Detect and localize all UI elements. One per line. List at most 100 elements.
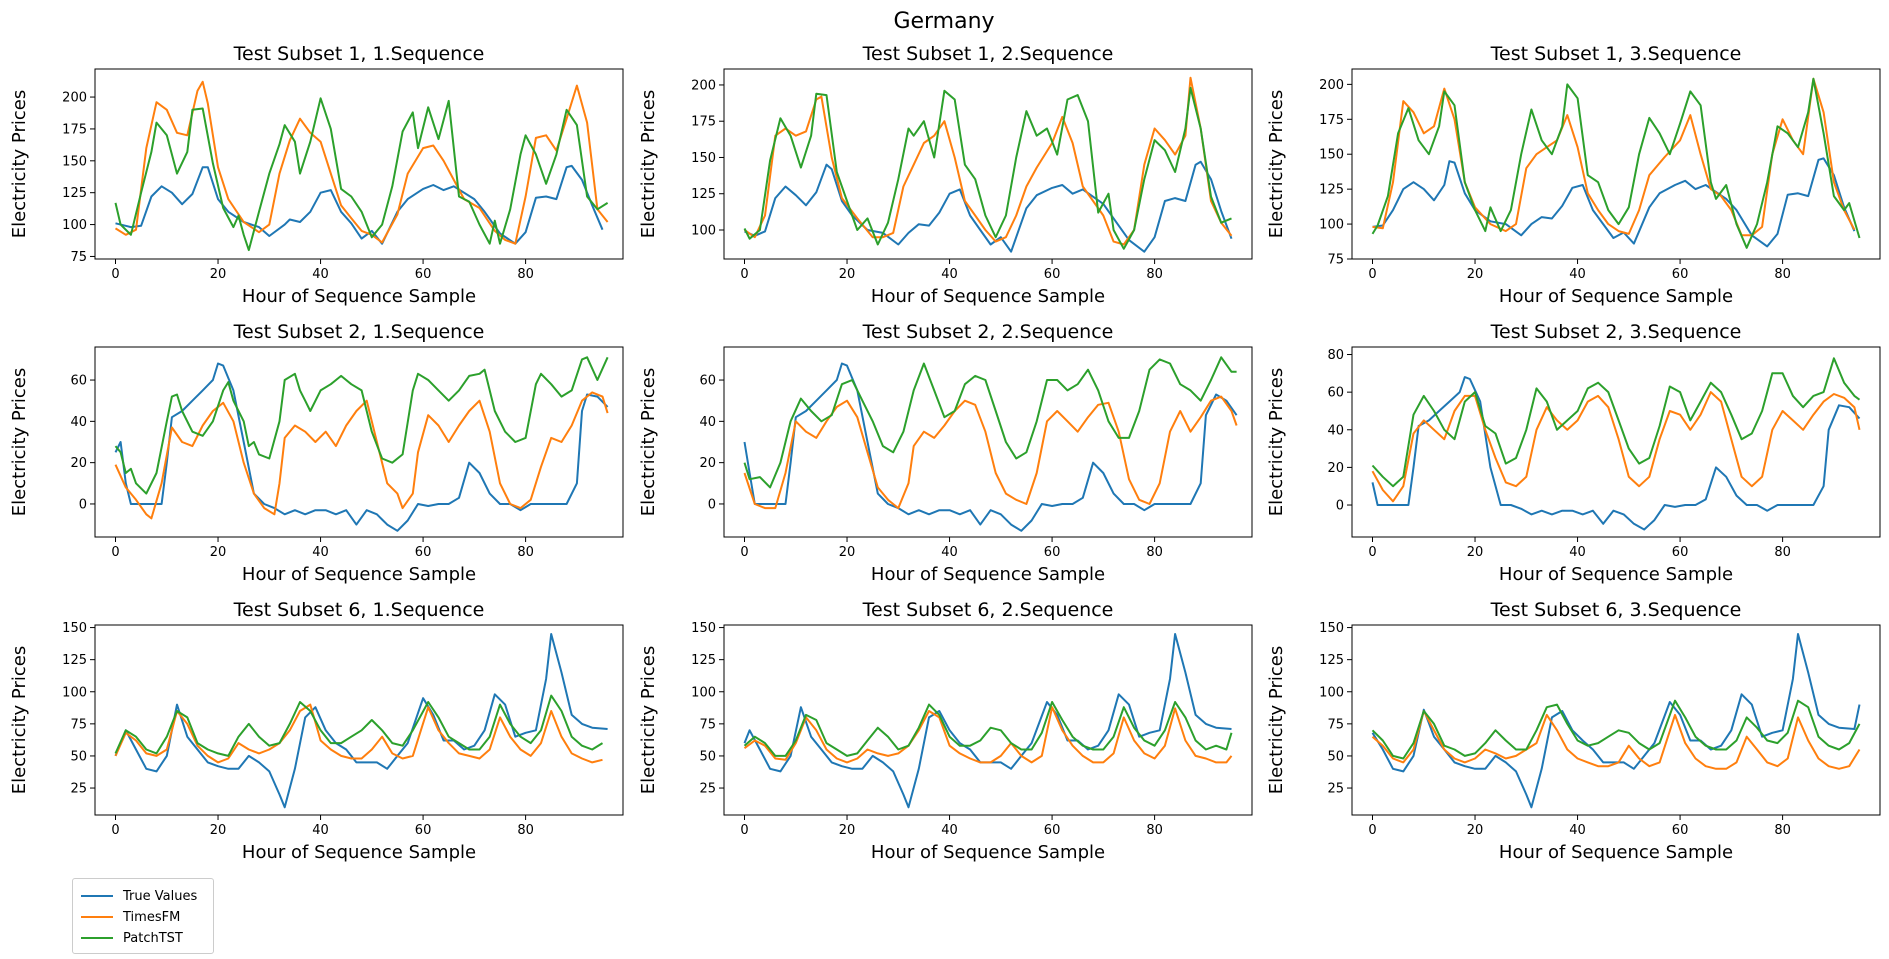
legend-label-true-values: True Values: [123, 888, 198, 904]
y-axis-label: Electricity Prices: [638, 368, 659, 516]
legend-swatch-timesfm: [81, 916, 113, 918]
series-line-true-values: [744, 160, 1233, 253]
series-line-true-values: [114, 362, 609, 532]
series-line-timesfm: [1372, 77, 1856, 237]
x-tick-label: 60: [415, 823, 432, 838]
legend-item-patchtst: PatchTST: [81, 928, 183, 948]
series-group: [114, 633, 608, 809]
x-axis-label: Hour of Sequence Sample: [242, 842, 476, 863]
y-tick-label: 75: [699, 717, 716, 732]
x-axis-label: Hour of Sequence Sample: [1499, 564, 1733, 585]
x-tick-label: 40: [312, 267, 329, 282]
x-tick-label: 0: [740, 823, 748, 838]
y-tick-label: 50: [1327, 749, 1344, 764]
subplot-6: Test Subset 2, 3.Sequence 0 20 40 60 80 0 20 40 6…: [1266, 321, 1881, 585]
y-tick-label: 100: [62, 685, 87, 700]
y-axis-label: Electricity Prices: [638, 90, 659, 238]
x-tick-label: 40: [941, 545, 958, 560]
x-tick-label: 0: [1368, 823, 1376, 838]
x-tick-label: 20: [210, 267, 227, 282]
x-tick-label: 60: [415, 545, 432, 560]
x-tick-label: 40: [312, 545, 329, 560]
series-line-true-values: [114, 633, 608, 809]
subplot-2: Test Subset 1, 2.Sequence 0 20 40 60 80 100 125…: [638, 43, 1253, 307]
axes-frame: [723, 624, 1253, 816]
subplot-title: Test Subset 2, 1.Sequence: [233, 321, 485, 343]
subplot-title: Test Subset 1, 3.Sequence: [1490, 43, 1742, 65]
x-tick-label: 0: [1368, 267, 1376, 282]
x-tick-label: 0: [111, 823, 119, 838]
y-tick-label: 200: [62, 91, 87, 106]
subplot-4: Test Subset 2, 1.Sequence 0 20 40 60 80 0 20 40 6…: [9, 321, 624, 585]
x-axis-label: Hour of Sequence Sample: [242, 286, 476, 307]
y-axis-label: Electricity Prices: [1266, 90, 1287, 238]
x-tick-label: 60: [1672, 823, 1689, 838]
y-tick-label: 25: [70, 782, 87, 797]
series-line-true-values: [743, 362, 1238, 532]
legend-swatch-true-values: [81, 895, 113, 897]
series-line-patchtst: [114, 97, 609, 252]
legend-label-timesfm: TimesFM: [123, 909, 181, 925]
y-tick-label: 150: [691, 621, 716, 636]
series-group: [1371, 77, 1861, 249]
y-tick-label: 100: [691, 223, 716, 238]
x-tick-label: 80: [517, 545, 534, 560]
legend: True Values TimesFM PatchTST: [72, 878, 214, 954]
y-tick-label: 125: [691, 187, 716, 202]
x-axis-label: Hour of Sequence Sample: [1499, 286, 1733, 307]
x-tick-label: 0: [740, 545, 748, 560]
subplot-title: Test Subset 2, 3.Sequence: [1490, 321, 1742, 343]
axes-frame: [1351, 68, 1881, 260]
x-tick-label: 40: [1569, 545, 1586, 560]
x-tick-label: 0: [111, 267, 119, 282]
y-tick-label: 60: [70, 374, 87, 389]
y-tick-label: 0: [79, 497, 87, 512]
axes-frame: [1351, 624, 1881, 816]
x-axis-label: Hour of Sequence Sample: [1499, 842, 1733, 863]
y-tick-label: 20: [70, 456, 87, 471]
x-tick-label: 80: [517, 823, 534, 838]
x-tick-label: 60: [1672, 545, 1689, 560]
series-line-patchtst: [1371, 699, 1861, 760]
series-group: [1371, 357, 1861, 531]
y-tick-label: 75: [70, 250, 87, 265]
y-tick-label: 25: [699, 782, 716, 797]
axes-frame: [723, 346, 1253, 538]
subplot-9: Test Subset 6, 3.Sequence 0 20 40 60 80 25 50 75…: [1266, 599, 1881, 863]
y-tick-label: 175: [62, 122, 87, 137]
y-tick-label: 125: [1319, 653, 1344, 668]
x-axis-label: Hour of Sequence Sample: [242, 564, 476, 585]
subplot-title: Test Subset 6, 1.Sequence: [233, 599, 485, 621]
y-axis-label: Electricity Prices: [9, 90, 30, 238]
axes-frame: [94, 68, 624, 260]
x-tick-label: 0: [111, 545, 119, 560]
y-axis-label: Electricity Prices: [1266, 646, 1287, 794]
series-line-timesfm: [114, 391, 609, 520]
x-axis-label: Hour of Sequence Sample: [871, 842, 1105, 863]
x-tick-label: 20: [210, 823, 227, 838]
series-line-patchtst: [1371, 357, 1861, 488]
axes-frame: [1351, 346, 1881, 538]
x-axis-label: Hour of Sequence Sample: [871, 564, 1105, 585]
x-tick-label: 20: [839, 545, 856, 560]
legend-item-timesfm: TimesFM: [81, 907, 180, 927]
subplot-title: Test Subset 6, 2.Sequence: [862, 599, 1114, 621]
y-axis-label: Electricity Prices: [1266, 368, 1287, 516]
x-tick-label: 80: [1146, 267, 1163, 282]
y-tick-label: 20: [699, 456, 716, 471]
y-tick-label: 150: [62, 621, 87, 636]
y-tick-label: 175: [691, 115, 716, 130]
y-axis-label: Electricity Prices: [638, 646, 659, 794]
x-tick-label: 80: [1774, 545, 1791, 560]
x-tick-label: 80: [1774, 267, 1791, 282]
subplot-title: Test Subset 1, 2.Sequence: [862, 43, 1114, 65]
axes-frame: [723, 68, 1253, 260]
subplot-3: Test Subset 1, 3.Sequence 0 20 40 60 80 75 100 1…: [1266, 43, 1881, 307]
y-tick-label: 150: [62, 154, 87, 169]
x-tick-label: 20: [210, 545, 227, 560]
x-tick-label: 80: [1146, 823, 1163, 838]
series-line-patchtst: [1371, 77, 1861, 249]
x-tick-label: 40: [941, 823, 958, 838]
y-tick-label: 200: [691, 78, 716, 93]
